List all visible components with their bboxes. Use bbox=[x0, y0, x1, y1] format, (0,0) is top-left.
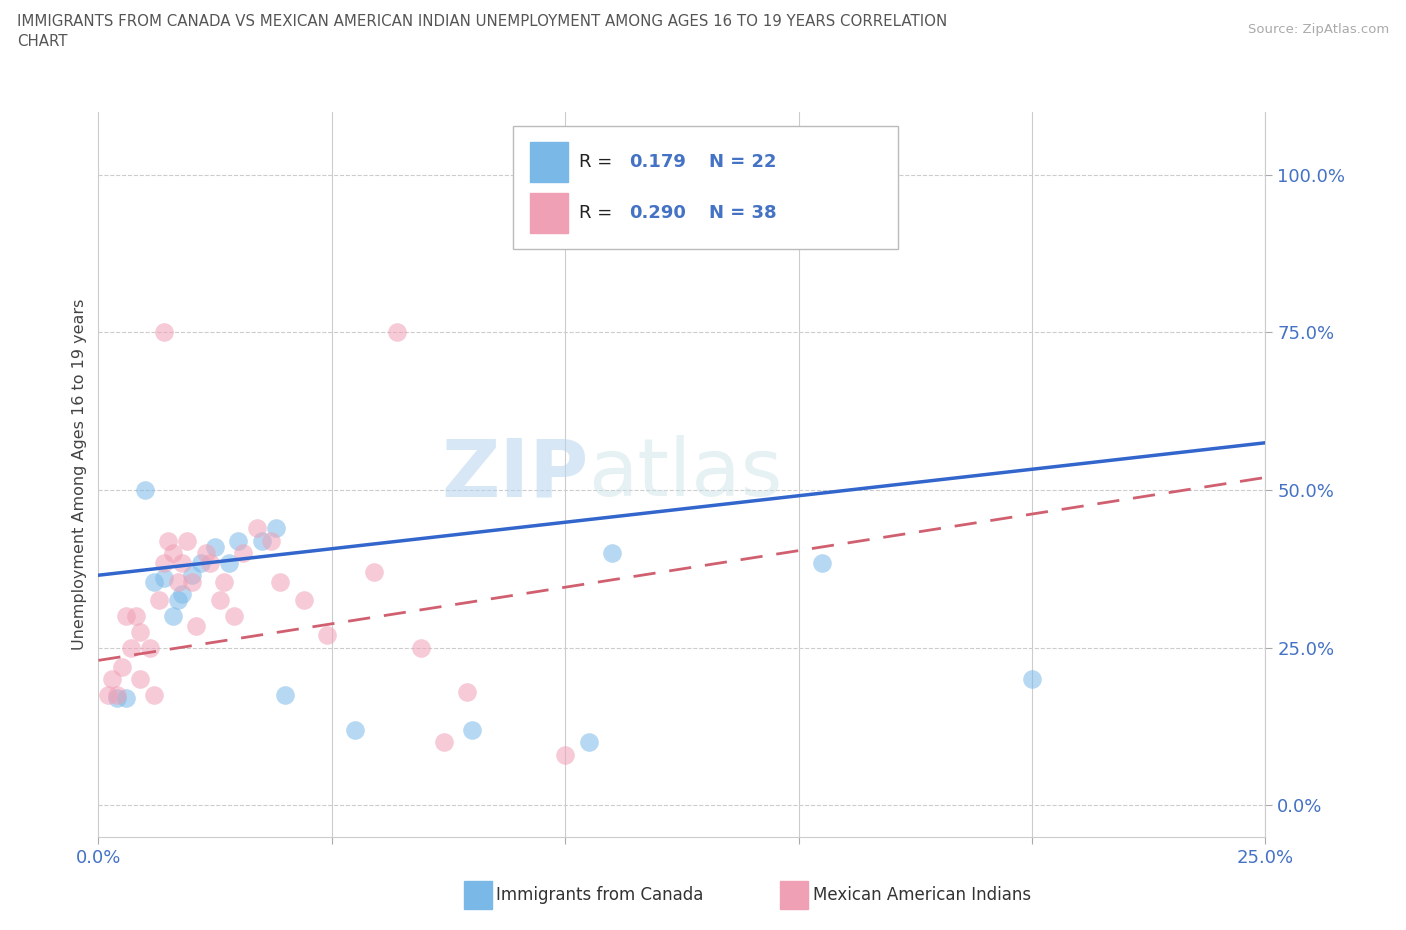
Text: 0.179: 0.179 bbox=[630, 153, 686, 171]
Point bbox=[222, 609, 245, 624]
Point bbox=[344, 723, 367, 737]
Point bbox=[115, 691, 138, 706]
Text: ZIP: ZIP bbox=[441, 435, 589, 513]
Point bbox=[120, 641, 142, 656]
Text: IMMIGRANTS FROM CANADA VS MEXICAN AMERICAN INDIAN UNEMPLOYMENT AMONG AGES 16 TO : IMMIGRANTS FROM CANADA VS MEXICAN AMERIC… bbox=[17, 14, 948, 29]
Point bbox=[260, 533, 283, 548]
Point bbox=[105, 687, 128, 702]
Point bbox=[194, 546, 217, 561]
Point bbox=[208, 593, 231, 608]
Point bbox=[554, 748, 576, 763]
Point bbox=[250, 533, 273, 548]
Point bbox=[409, 641, 432, 656]
Text: N = 38: N = 38 bbox=[709, 205, 776, 222]
Point bbox=[152, 325, 174, 339]
Point bbox=[101, 671, 124, 686]
Point bbox=[671, 215, 693, 230]
Text: Source: ZipAtlas.com: Source: ZipAtlas.com bbox=[1249, 23, 1389, 36]
Point bbox=[129, 671, 152, 686]
Point bbox=[166, 574, 188, 589]
Point bbox=[624, 215, 647, 230]
Point bbox=[134, 483, 156, 498]
Point bbox=[190, 555, 212, 570]
Text: R =: R = bbox=[579, 153, 619, 171]
Text: atlas: atlas bbox=[589, 435, 783, 513]
Point bbox=[214, 574, 236, 589]
Point bbox=[228, 533, 250, 548]
Y-axis label: Unemployment Among Ages 16 to 19 years: Unemployment Among Ages 16 to 19 years bbox=[72, 299, 87, 650]
Point bbox=[152, 571, 174, 586]
Text: Immigrants from Canada: Immigrants from Canada bbox=[496, 885, 703, 904]
Point bbox=[129, 625, 152, 640]
Point bbox=[139, 641, 162, 656]
Point bbox=[162, 546, 184, 561]
Point bbox=[1021, 671, 1043, 686]
Point bbox=[166, 593, 188, 608]
Point bbox=[316, 628, 339, 643]
Point bbox=[363, 565, 385, 579]
Bar bbox=[530, 142, 568, 182]
Text: Mexican American Indians: Mexican American Indians bbox=[813, 885, 1031, 904]
Point bbox=[143, 574, 166, 589]
Point bbox=[111, 659, 134, 674]
Point bbox=[172, 587, 194, 602]
Point bbox=[148, 593, 170, 608]
Point bbox=[172, 555, 194, 570]
Point bbox=[461, 723, 484, 737]
Point bbox=[200, 555, 222, 570]
Point bbox=[218, 555, 240, 570]
Point bbox=[811, 555, 834, 570]
Bar bbox=[530, 193, 568, 233]
Point bbox=[125, 609, 148, 624]
Point bbox=[105, 691, 128, 706]
Text: R =: R = bbox=[579, 205, 619, 222]
FancyBboxPatch shape bbox=[513, 126, 898, 249]
Point bbox=[292, 593, 315, 608]
Text: CHART: CHART bbox=[17, 34, 67, 49]
Point bbox=[433, 735, 456, 750]
Point bbox=[180, 574, 202, 589]
Point bbox=[264, 521, 287, 536]
Point bbox=[385, 325, 408, 339]
Point bbox=[186, 618, 208, 633]
Text: N = 22: N = 22 bbox=[709, 153, 776, 171]
Point bbox=[152, 555, 174, 570]
Text: 0.290: 0.290 bbox=[630, 205, 686, 222]
Point bbox=[578, 735, 600, 750]
Point bbox=[143, 687, 166, 702]
Point bbox=[274, 687, 297, 702]
Point bbox=[162, 609, 184, 624]
Point bbox=[180, 568, 202, 583]
Point bbox=[246, 521, 269, 536]
Point bbox=[232, 546, 254, 561]
Point bbox=[269, 574, 291, 589]
Point bbox=[204, 539, 226, 554]
Point bbox=[456, 684, 478, 699]
Point bbox=[115, 609, 138, 624]
Point bbox=[157, 533, 180, 548]
Point bbox=[176, 533, 198, 548]
Point bbox=[600, 546, 623, 561]
Point bbox=[97, 687, 120, 702]
